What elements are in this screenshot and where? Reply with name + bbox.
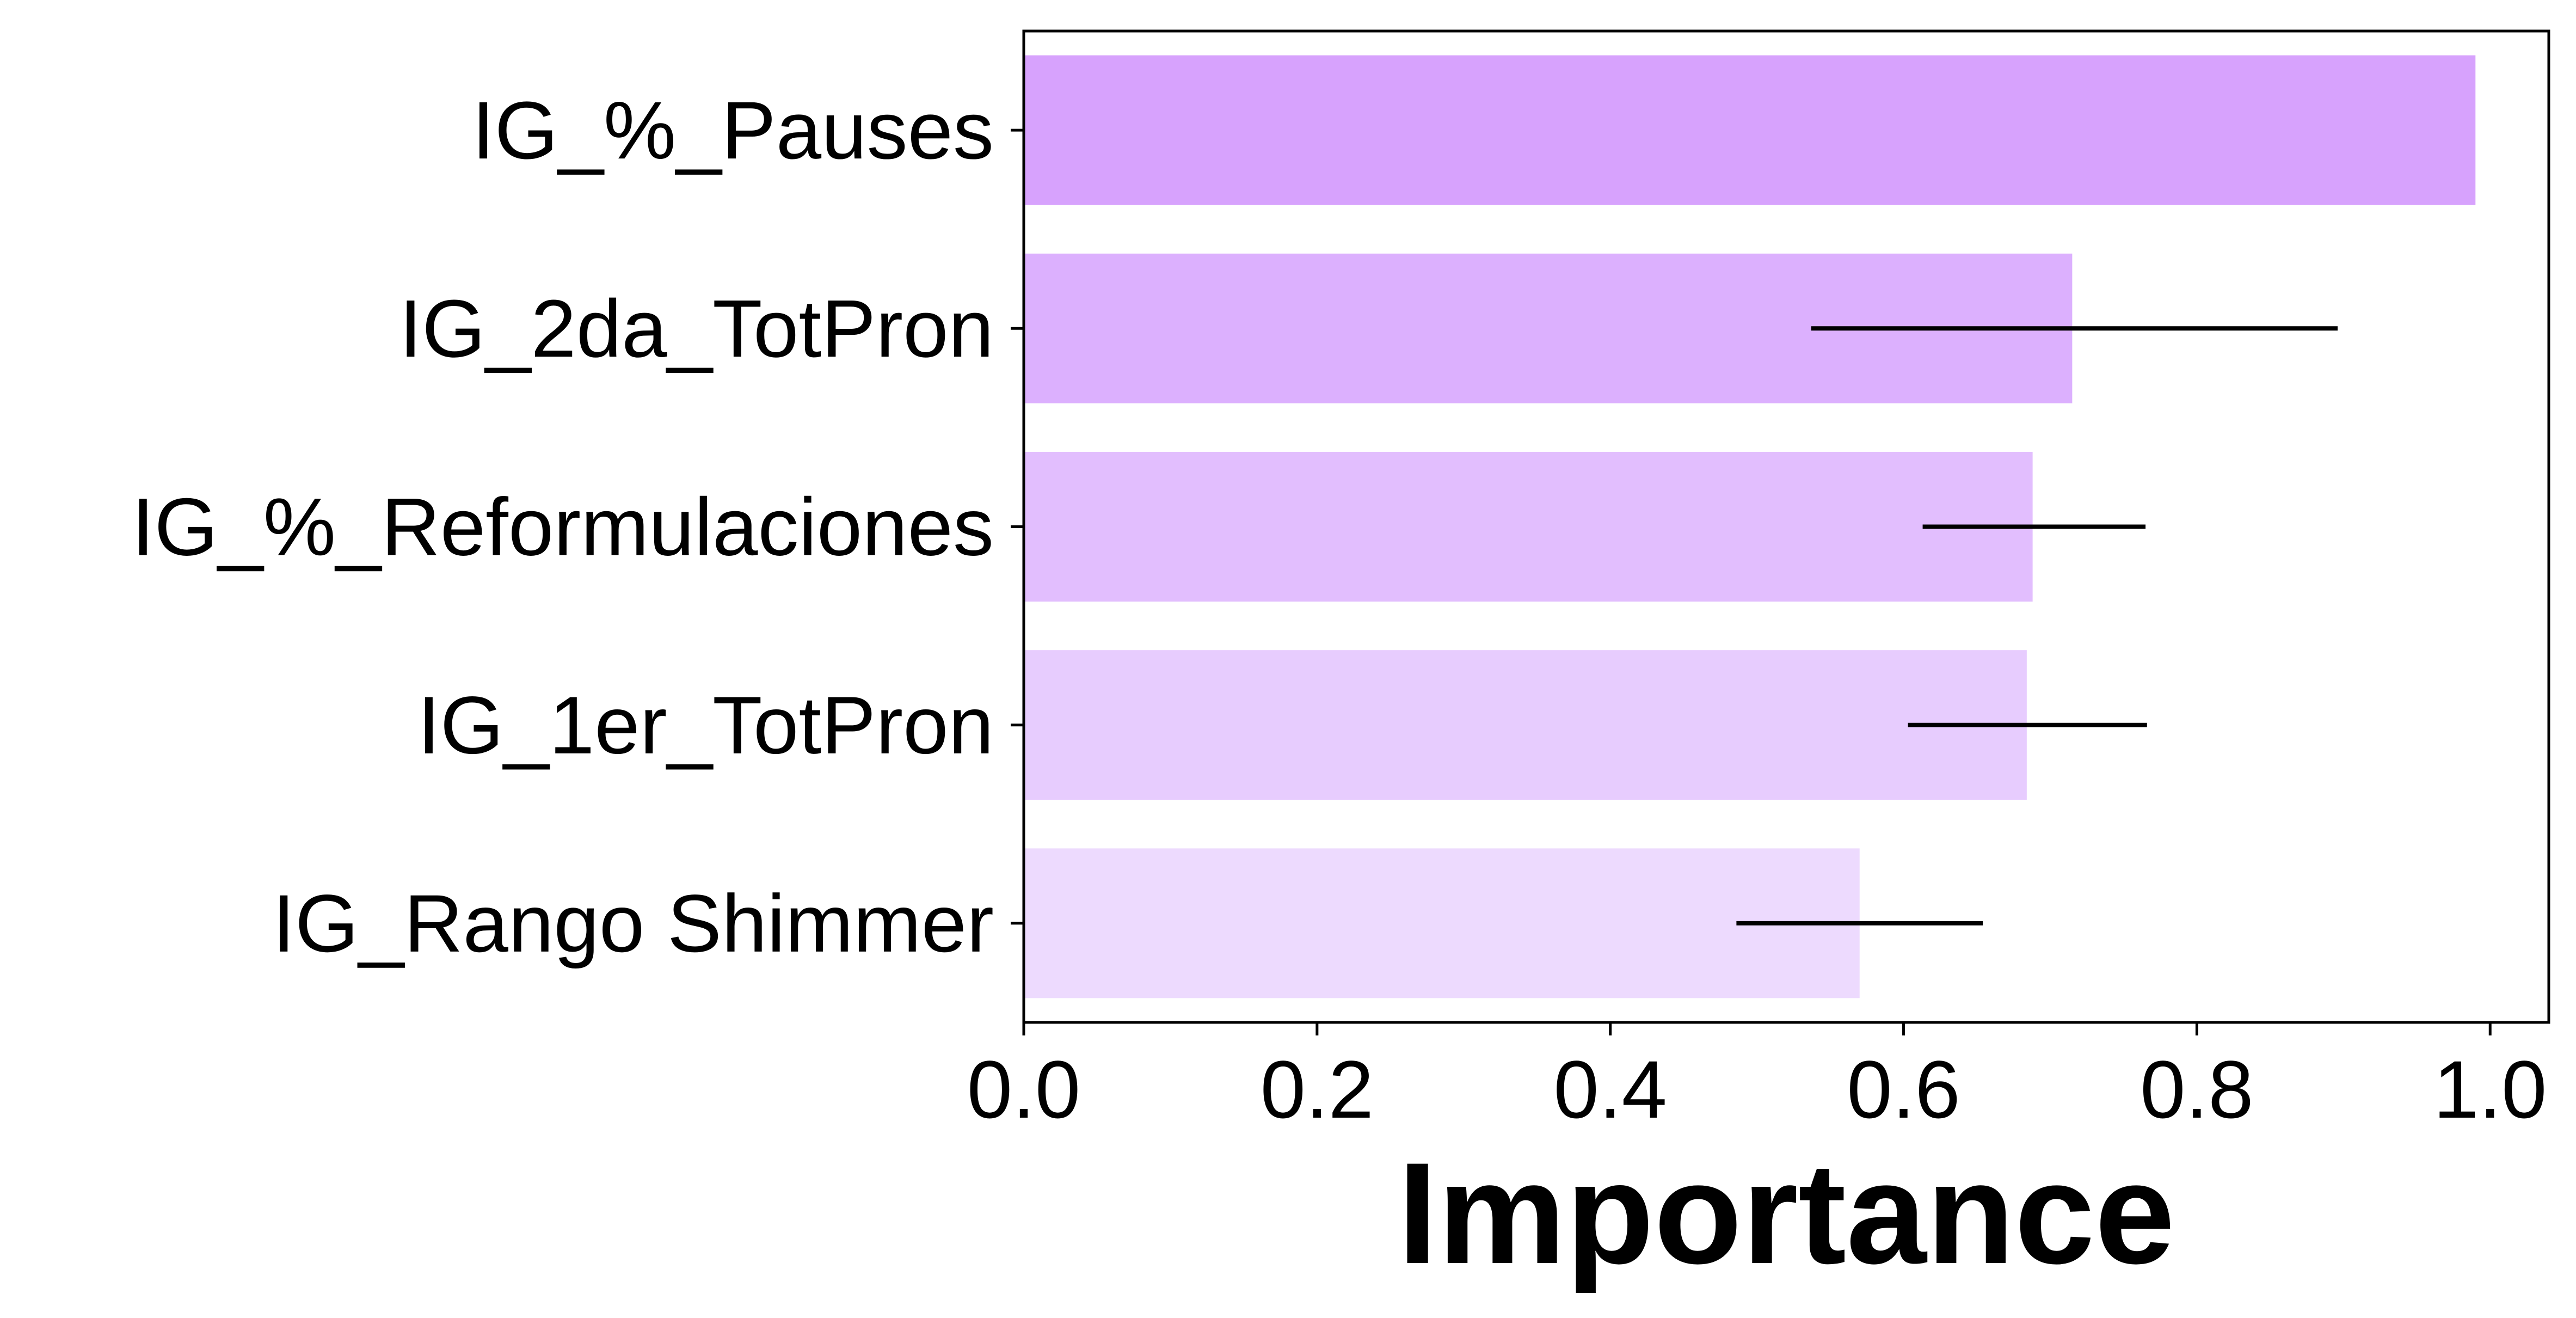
- x-axis-title: Importance: [1398, 1133, 2175, 1295]
- x-tick-label-2: 0.2: [1261, 1044, 1374, 1135]
- y-tick-label-4: IG_1er_TotPron: [417, 679, 994, 771]
- y-tick-label-3: IG_%_Reformulaciones: [132, 481, 994, 573]
- x-tick-label-5: 0.8: [2140, 1044, 2254, 1135]
- y-tick-label-5: IG_Rango Shimmer: [272, 878, 994, 969]
- x-tick-label-3: 0.4: [1553, 1044, 1667, 1135]
- y-tick-label-1: IG_%_Pauses: [472, 84, 994, 176]
- y-tick-label-2: IG_2da_TotPron: [399, 283, 994, 374]
- x-axis: 0.0 0.2 0.4 0.6 0.8 1.0: [967, 1022, 2547, 1135]
- bar-1: [1024, 55, 2476, 205]
- bar-3: [1024, 452, 2033, 602]
- x-tick-label-6: 1.0: [2433, 1044, 2547, 1135]
- bars-layer: [1024, 55, 2476, 998]
- y-axis: IG_%_Pauses IG_2da_TotPron IG_%_Reformulac…: [132, 84, 1024, 969]
- x-tick-label-1: 0.0: [967, 1044, 1081, 1135]
- error-bars-layer: [1736, 326, 2338, 925]
- bar-5: [1024, 848, 1860, 998]
- bar-4: [1024, 650, 2027, 800]
- x-tick-label-4: 0.6: [1847, 1044, 1960, 1135]
